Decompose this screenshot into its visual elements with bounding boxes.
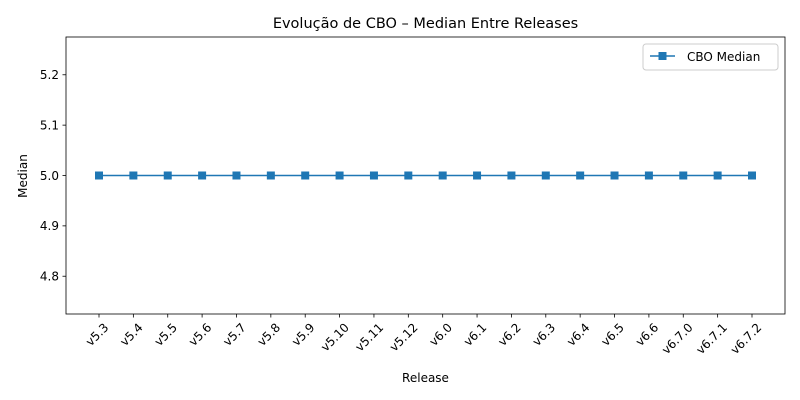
data-point <box>541 171 550 180</box>
x-tick-label: v6.4 <box>564 320 592 348</box>
data-point <box>232 171 241 180</box>
x-tick-label: v5.10 <box>318 320 352 354</box>
data-point <box>198 171 207 180</box>
data-point <box>473 171 482 180</box>
y-tick-label: 5.1 <box>40 118 59 132</box>
x-tick-label: v5.4 <box>117 320 145 348</box>
data-point <box>266 171 275 180</box>
data-point <box>335 171 344 180</box>
x-tick-label: v5.12 <box>387 320 421 354</box>
y-axis-ticks: 4.8 4.9 5.0 5.1 5.2 <box>40 68 66 284</box>
data-point <box>163 171 172 180</box>
legend-box <box>642 43 779 71</box>
y-tick-label: 5.0 <box>40 169 59 183</box>
y-tick-label: 5.2 <box>40 68 59 82</box>
data-point <box>369 171 378 180</box>
plot-frame <box>65 36 786 315</box>
x-tick-label: v6.7.2 <box>728 320 765 357</box>
x-tick-label: v5.5 <box>152 320 180 348</box>
chart-title: Evolução de CBO – Median Entre Releases <box>273 16 578 32</box>
x-tick-label: v6.1 <box>461 320 489 348</box>
x-tick-label: v6.7.1 <box>693 320 730 357</box>
data-point <box>748 171 756 180</box>
data-point <box>438 171 447 180</box>
data-point <box>404 171 413 180</box>
x-tick-label: v5.8 <box>255 320 283 348</box>
series-layer <box>95 171 756 180</box>
legend-marker-cbo-median <box>658 52 667 60</box>
data-point <box>576 171 585 180</box>
data-point <box>507 171 516 180</box>
x-axis-label: Release <box>402 371 449 385</box>
data-point <box>713 171 722 180</box>
x-tick-label: v5.6 <box>186 320 214 348</box>
y-tick-label: 4.9 <box>40 219 59 233</box>
data-point <box>95 171 103 180</box>
data-point <box>610 171 619 180</box>
x-tick-label: v6.0 <box>427 320 455 348</box>
x-tick-label: v5.11 <box>352 320 386 354</box>
x-tick-label: v5.7 <box>220 320 248 348</box>
x-tick-label: v6.5 <box>598 320 626 348</box>
data-point <box>644 171 653 180</box>
data-point <box>679 171 688 180</box>
x-axis-ticks: v5.3 v5.4 v5.5 v5.6 v5.7 v5.8 v5.9 v5.10 v5.11 v5… <box>83 314 764 357</box>
y-tick-label: 4.8 <box>40 270 59 284</box>
x-tick-label: v6.2 <box>495 320 523 348</box>
data-point <box>129 171 138 180</box>
x-tick-label: v6.6 <box>633 320 661 348</box>
x-tick-label: v6.7.0 <box>659 320 696 357</box>
x-tick-label: v6.3 <box>530 320 558 348</box>
y-axis-label: Median <box>16 154 30 198</box>
x-tick-label: v5.3 <box>83 320 111 348</box>
legend: CBO Median <box>642 43 779 71</box>
data-point <box>301 171 310 180</box>
legend-label-cbo-median: CBO Median <box>687 50 760 64</box>
x-tick-label: v5.9 <box>289 320 317 348</box>
